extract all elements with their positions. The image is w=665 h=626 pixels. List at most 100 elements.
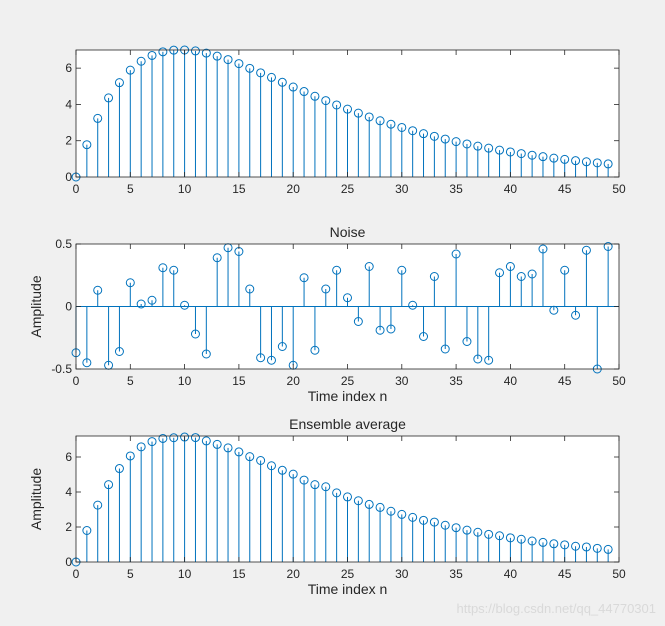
stem-marker xyxy=(571,156,581,166)
stem-marker xyxy=(321,96,331,106)
x-tick-label: 20 xyxy=(287,374,301,388)
stem-marker xyxy=(549,539,559,549)
stem-marker xyxy=(277,342,287,351)
stem-marker xyxy=(527,150,537,160)
stem-marker xyxy=(114,347,124,356)
stem-marker xyxy=(158,433,168,443)
x-tick-label: 10 xyxy=(178,374,192,388)
stem-marker xyxy=(299,87,309,97)
stem-marker xyxy=(288,469,298,479)
stem-marker xyxy=(136,442,146,452)
stem-marker xyxy=(451,137,461,147)
stem-marker xyxy=(419,515,429,525)
stem-marker xyxy=(581,542,591,552)
stem-marker xyxy=(147,295,157,305)
stem-marker xyxy=(451,249,461,259)
x-axis-label: Time index n xyxy=(308,388,388,404)
stem-marker xyxy=(321,482,331,492)
stem-marker xyxy=(473,527,483,537)
stem-marker xyxy=(266,72,276,82)
stem-marker xyxy=(397,509,407,519)
x-tick-label: 30 xyxy=(395,182,409,196)
axes-title: Ensemble average xyxy=(289,416,406,432)
stem-marker xyxy=(310,91,320,101)
stem-marker xyxy=(288,82,298,92)
stem-marker xyxy=(538,244,548,254)
x-tick-label: 45 xyxy=(558,374,572,388)
x-tick-label: 40 xyxy=(504,182,518,196)
x-tick-label: 40 xyxy=(504,567,518,581)
stem-marker xyxy=(484,529,494,539)
stem-marker xyxy=(473,141,483,151)
axes-title: Noise xyxy=(330,224,366,240)
stem-marker xyxy=(190,46,200,56)
stem-marker xyxy=(462,337,472,346)
stem-marker xyxy=(82,526,92,535)
y-tick-label: -0.5 xyxy=(51,362,72,376)
axes-1-signal: 0 5 10 15 20 25 30 35 40 45 50 0 2 4 6 xyxy=(65,45,626,196)
x-tick-label: 30 xyxy=(395,567,409,581)
stem-marker xyxy=(180,432,190,442)
stem-marker xyxy=(158,47,168,57)
stem-marker xyxy=(386,119,396,129)
stem-marker xyxy=(440,520,450,530)
stem-marker xyxy=(560,154,570,164)
stem-marker xyxy=(451,523,461,533)
stem-marker xyxy=(560,265,570,275)
x-tick-label: 35 xyxy=(449,374,463,388)
stem-marker xyxy=(419,332,429,341)
stem-marker xyxy=(549,153,559,163)
stem-marker xyxy=(147,50,157,60)
x-axis-label: Time index n xyxy=(308,581,388,597)
x-tick-label: 50 xyxy=(612,374,626,388)
stem-marker xyxy=(353,317,363,326)
stem-marker xyxy=(169,433,179,443)
stem-marker xyxy=(549,305,559,315)
stem-marker xyxy=(419,129,429,139)
stem-marker xyxy=(516,534,526,544)
y-tick-label: 0 xyxy=(65,555,72,569)
stem-marker xyxy=(266,355,276,365)
stem-marker xyxy=(364,499,374,509)
stem-marker xyxy=(266,461,276,471)
stem-marker xyxy=(364,112,374,122)
stem-marker xyxy=(386,324,396,334)
stem-marker xyxy=(527,536,537,546)
stem-marker xyxy=(125,451,135,461)
stem-marker xyxy=(527,269,537,279)
stem-marker xyxy=(397,265,407,275)
stem-marker xyxy=(408,300,418,310)
stem-marker xyxy=(429,131,439,141)
stem-marker xyxy=(495,145,505,155)
watermark: https://blog.csdn.net/qq_44770301 xyxy=(457,601,657,616)
y-tick-label: 2 xyxy=(65,134,72,148)
stem-marker xyxy=(603,544,613,554)
y-tick-label: 0 xyxy=(65,170,72,184)
x-tick-label: 0 xyxy=(73,567,80,581)
x-tick-label: 35 xyxy=(449,182,463,196)
stem-marker xyxy=(364,262,374,271)
x-tick-label: 15 xyxy=(232,567,246,581)
stem-marker xyxy=(245,63,255,73)
x-tick-label: 0 xyxy=(73,182,80,196)
stem-marker xyxy=(603,242,613,251)
stem-marker xyxy=(299,273,309,283)
stem-marker xyxy=(114,78,124,88)
stem-marker xyxy=(212,253,222,263)
stem-marker xyxy=(125,278,135,288)
stem-marker xyxy=(571,310,581,320)
y-tick-label: 4 xyxy=(65,97,72,111)
stem-marker xyxy=(332,488,342,498)
stem-marker xyxy=(397,122,407,132)
x-tick-label: 5 xyxy=(127,374,134,388)
stem-marker xyxy=(538,152,548,162)
stem-marker xyxy=(82,358,92,368)
stem-marker xyxy=(516,149,526,159)
stem-marker xyxy=(180,300,190,310)
stem-marker xyxy=(484,143,494,153)
stem-marker xyxy=(125,65,135,75)
y-axis-label: Amplitude xyxy=(28,275,44,337)
x-tick-label: 15 xyxy=(232,182,246,196)
x-tick-label: 30 xyxy=(395,374,409,388)
stem-marker xyxy=(147,437,157,447)
